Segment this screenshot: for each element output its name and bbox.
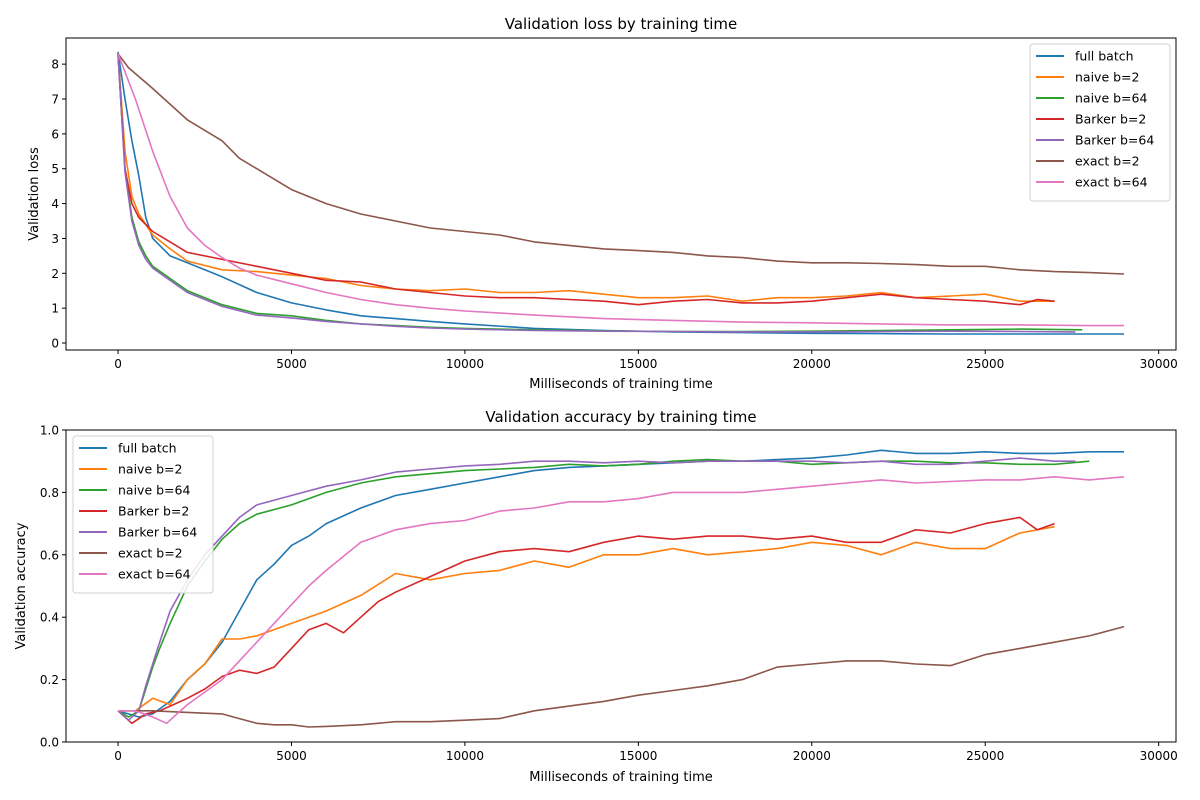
loss-legend-item-barker-b-2: Barker b=2 xyxy=(1036,112,1146,127)
accuracy-x-tick-label: 30000 xyxy=(1140,749,1178,763)
loss-series-exact-b-64 xyxy=(117,53,1124,327)
loss-series-barker-b-2 xyxy=(117,53,1055,306)
legend-label: Barker b=2 xyxy=(1075,112,1146,127)
loss-axes-frame xyxy=(65,37,1177,351)
accuracy-y-axis-label: Validation accuracy xyxy=(14,522,29,649)
accuracy-legend-item-barker-b-2: Barker b=2 xyxy=(79,504,189,519)
loss-y-tick-label: 4 xyxy=(51,197,59,211)
loss-x-tick-label: 30000 xyxy=(1140,357,1178,371)
loss-x-tick-label: 20000 xyxy=(793,357,831,371)
loss-x-tick-label: 5000 xyxy=(276,357,307,371)
loss-y-tick-label: 1 xyxy=(51,302,59,316)
legend-label: naive b=64 xyxy=(118,483,190,498)
legend-label: exact b=64 xyxy=(118,567,191,582)
accuracy-y-tick-label: 0.2 xyxy=(40,673,59,687)
loss-series-full-batch xyxy=(117,51,1124,335)
loss-legend-item-exact-b-64: exact b=64 xyxy=(1036,175,1148,190)
loss-x-tick-label: 0 xyxy=(114,357,122,371)
accuracy-legend-frame xyxy=(72,435,214,594)
loss-y-tick-label: 0 xyxy=(51,337,59,351)
accuracy-y-tick-label: 0.4 xyxy=(40,611,59,625)
accuracy-chart-title: Validation accuracy by training time xyxy=(485,408,756,426)
accuracy-legend-item-exact-b-2: exact b=2 xyxy=(79,546,183,561)
loss-legend-item-barker-b-64: Barker b=64 xyxy=(1036,133,1154,148)
loss-x-axis-label: Milliseconds of training time xyxy=(529,377,712,392)
loss-series-barker-b-64 xyxy=(117,53,1076,333)
legend-label: Barker b=64 xyxy=(1075,133,1154,148)
accuracy-x-tick-label: 20000 xyxy=(793,749,831,763)
legend-label: Barker b=64 xyxy=(118,525,197,540)
loss-series-exact-b-2 xyxy=(117,53,1125,275)
accuracy-y-tick-label: 0.0 xyxy=(40,736,59,750)
loss-y-tick-label: 7 xyxy=(51,93,59,107)
legend-label: exact b=2 xyxy=(1075,154,1140,169)
accuracy-x-tick-label: 15000 xyxy=(619,749,657,763)
accuracy-legend-item-barker-b-64: Barker b=64 xyxy=(79,525,197,540)
accuracy-series-barker-b-2 xyxy=(117,516,1055,725)
loss-legend-item-naive-b-2: naive b=2 xyxy=(1036,70,1139,85)
legend-label: full batch xyxy=(118,441,177,456)
accuracy-y-tick-label: 0.6 xyxy=(40,548,59,562)
accuracy-chart: Validation accuracy by training time 0 50… xyxy=(14,408,1178,785)
loss-legend-frame xyxy=(1029,43,1171,202)
loss-legend-item-full-batch: full batch xyxy=(1036,49,1134,64)
loss-y-tick-label: 8 xyxy=(51,58,59,72)
loss-x-tick-label: 15000 xyxy=(619,357,657,371)
loss-plot-lines xyxy=(117,51,1125,335)
loss-y-axis-label: Validation loss xyxy=(27,147,42,241)
loss-y-tick-label: 6 xyxy=(51,127,59,141)
accuracy-x-tick-label: 10000 xyxy=(446,749,484,763)
accuracy-x-tick-label: 5000 xyxy=(276,749,307,763)
accuracy-y-tick-label: 0.8 xyxy=(40,486,59,500)
accuracy-x-tick-label: 0 xyxy=(114,749,122,763)
legend-label: naive b=64 xyxy=(1075,91,1147,106)
loss-series-naive-b-2 xyxy=(117,53,1055,303)
accuracy-axes-frame xyxy=(65,429,1177,743)
loss-chart: Validation loss by training time 0 5000 10… xyxy=(27,15,1178,392)
legend-label: full batch xyxy=(1075,49,1134,64)
accuracy-series-naive-b-2 xyxy=(118,525,1055,712)
loss-x-tick-label: 10000 xyxy=(446,357,484,371)
loss-legend-item-naive-b-64: naive b=64 xyxy=(1036,91,1147,106)
accuracy-legend-item-naive-b-2: naive b=2 xyxy=(79,462,182,477)
loss-chart-title: Validation loss by training time xyxy=(505,15,738,33)
accuracy-legend: full batch naive b=2 naive b=64 Barker b=2 B… xyxy=(72,435,214,594)
accuracy-series-exact-b-64 xyxy=(118,475,1125,725)
accuracy-y-ticks: 0.0 0.2 0.4 0.6 0.8 1.0 xyxy=(40,424,66,750)
loss-x-ticks: 0 5000 10000 15000 20000 25000 30000 xyxy=(114,350,1178,371)
accuracy-series-exact-b-2 xyxy=(118,625,1125,728)
accuracy-y-tick-label: 1.0 xyxy=(40,424,59,438)
accuracy-legend-item-full-batch: full batch xyxy=(79,441,177,456)
legend-label: exact b=2 xyxy=(118,546,183,561)
loss-y-tick-label: 2 xyxy=(51,267,59,281)
loss-y-tick-label: 5 xyxy=(51,162,59,176)
accuracy-x-axis-label: Milliseconds of training time xyxy=(529,770,712,785)
loss-y-tick-label: 3 xyxy=(51,232,59,246)
legend-label: naive b=2 xyxy=(1075,70,1139,85)
loss-legend: full batch naive b=2 naive b=64 Barker b=2 B… xyxy=(1029,43,1171,202)
accuracy-x-ticks: 0 5000 10000 15000 20000 25000 30000 xyxy=(114,742,1178,763)
accuracy-legend-item-exact-b-64: exact b=64 xyxy=(79,567,191,582)
accuracy-legend-item-naive-b-64: naive b=64 xyxy=(79,483,190,498)
legend-label: exact b=64 xyxy=(1075,175,1148,190)
accuracy-x-tick-label: 25000 xyxy=(966,749,1004,763)
accuracy-series-barker-b-64 xyxy=(117,457,1076,722)
legend-label: Barker b=2 xyxy=(118,504,189,519)
legend-label: naive b=2 xyxy=(118,462,182,477)
loss-y-ticks: 0 1 2 3 4 5 6 7 8 xyxy=(51,58,66,351)
loss-legend-item-exact-b-2: exact b=2 xyxy=(1036,154,1140,169)
accuracy-plot-lines xyxy=(117,449,1125,728)
loss-x-tick-label: 25000 xyxy=(966,357,1004,371)
